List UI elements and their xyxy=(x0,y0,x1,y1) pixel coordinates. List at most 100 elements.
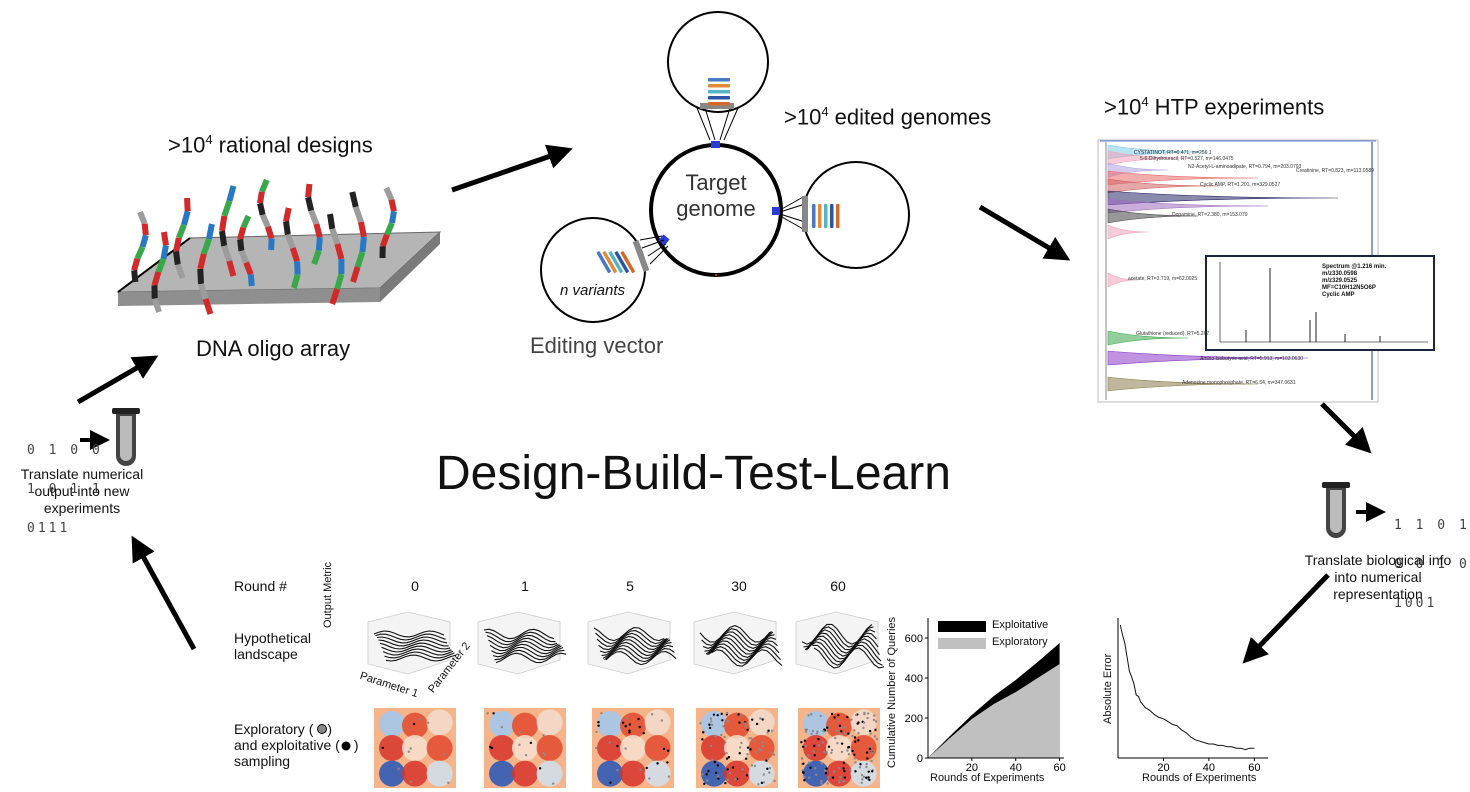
landscape-mesh-line xyxy=(375,633,446,641)
edited-genome-plasmid-right xyxy=(779,161,910,269)
binary-line: 1 0 1 1 xyxy=(27,482,103,497)
oligo-segment xyxy=(358,221,367,238)
exploratory-sample-point xyxy=(858,766,862,769)
peak-label: Amino-isobutyric acid, RT=5.913, m=103.0… xyxy=(1200,356,1304,362)
heatmap-blob xyxy=(701,711,728,737)
oligo-segment xyxy=(311,249,322,265)
exploratory-sample-point xyxy=(844,732,847,735)
row-label-line: Hypothetical xyxy=(234,630,312,646)
hypothetical-landscapes xyxy=(367,611,885,675)
y-tick-label: 400 xyxy=(905,673,923,685)
exploratory-sample-point xyxy=(753,740,756,743)
exploratory-sample-point xyxy=(652,758,655,762)
oligo-segment xyxy=(174,263,186,280)
exploratory-sample-point xyxy=(860,781,863,785)
exploitative-sample-point xyxy=(843,776,847,779)
heatmap-blob xyxy=(379,735,406,761)
oligo-segment xyxy=(137,210,148,225)
exploratory-sample-point xyxy=(616,768,619,772)
exploitative-sample-point xyxy=(731,766,735,769)
spectrum-line: m/z330.0598 xyxy=(1322,271,1358,277)
x-tick-label: 40 xyxy=(1203,762,1215,774)
exploratory-sample-point xyxy=(862,775,866,779)
peak-label: 5-6-Dihydrouracil, RT=0.527, m=146.0475 xyxy=(1140,156,1234,162)
heatmap-blob xyxy=(826,735,852,761)
landscape-mesh-line xyxy=(379,642,451,650)
exploitative-sample-point xyxy=(802,762,805,765)
absolute-error-chart: 20 40 60 xyxy=(1117,618,1268,774)
oligo-segment xyxy=(219,230,228,247)
test-caption: >104 HTP experiments xyxy=(1104,94,1325,120)
exploratory-sample-point xyxy=(822,741,825,744)
cumulative-chart-xlabel: Rounds of Experiments xyxy=(930,772,1045,784)
exploratory-sample-point xyxy=(803,776,806,779)
exploratory-sample-point xyxy=(807,714,810,717)
oligo-segment xyxy=(226,260,237,277)
exploratory-sample-point xyxy=(595,730,598,734)
oligo-segment xyxy=(139,234,149,248)
exploratory-sample-point xyxy=(800,757,804,760)
heatmap-blob xyxy=(850,735,877,761)
heatmap-blob xyxy=(597,760,624,787)
exploratory-sample-point xyxy=(830,751,833,755)
landscape-mesh-line xyxy=(488,637,559,649)
peak-label: Creatinine, RT=0.823, m=113.0589 xyxy=(1296,168,1374,174)
exploratory-sample-point xyxy=(865,765,868,769)
exploitative-sample-point xyxy=(870,770,874,773)
landscape-mesh-line xyxy=(492,646,564,658)
binary-line: 0 1 0 0 xyxy=(27,443,103,458)
exploratory-sample-point xyxy=(716,775,720,778)
exploratory-sample-point xyxy=(723,735,726,739)
exploitative-sample-point xyxy=(744,757,748,760)
variant-bar xyxy=(708,78,730,82)
exploitative-sample-point xyxy=(833,716,836,719)
exploratory-sample-point xyxy=(854,761,857,764)
round-number: 30 xyxy=(731,578,747,594)
exploitative-sample-point xyxy=(721,719,724,722)
heatmap-blob xyxy=(536,735,563,761)
variant-bar xyxy=(602,251,617,274)
exploitative-sample-point xyxy=(859,762,862,766)
oligo-segment xyxy=(131,257,141,272)
chromatogram-peak xyxy=(1107,330,1189,346)
variant-bars xyxy=(596,78,840,274)
exploratory-sample-point xyxy=(834,736,837,740)
heatmap-blob xyxy=(489,711,516,737)
exploratory-sample-point xyxy=(820,782,823,785)
exploratory-sample-point xyxy=(542,734,545,737)
exploratory-sample-point xyxy=(805,728,809,731)
landscape-mesh-line xyxy=(599,639,671,654)
arrow-design-to-build xyxy=(451,144,573,193)
exploratory-sample-point xyxy=(442,753,445,756)
exploitative-sample-point xyxy=(867,776,870,779)
caption-line: into numerical xyxy=(1334,569,1422,585)
exploratory-sample-point xyxy=(734,777,737,781)
exploitative-sample-point xyxy=(637,717,640,721)
exploratory-sample-point xyxy=(722,725,725,728)
exploitative-sample-point xyxy=(492,712,495,715)
exploratory-sample-point xyxy=(837,781,841,784)
exploratory-sample-point xyxy=(648,777,651,780)
exploratory-sample-point xyxy=(759,749,763,752)
exploitative-sample-point xyxy=(824,771,828,775)
exploitative-sample-point xyxy=(716,764,720,767)
oligo-segment xyxy=(265,225,275,240)
exploratory-sample-point xyxy=(744,722,747,725)
exploitative-sample-point xyxy=(727,755,731,759)
oligo-segment xyxy=(176,223,187,240)
variant-bar xyxy=(836,204,840,228)
heatmap-blob xyxy=(402,712,428,739)
oligo-segment xyxy=(329,288,341,305)
exploitative-sample-point xyxy=(597,724,600,727)
exploratory-sample-point xyxy=(822,750,826,754)
exploratory-sample-point xyxy=(853,757,856,760)
heatmap-blob xyxy=(701,735,728,761)
exploratory-sample-point xyxy=(772,753,776,756)
exploratory-sample-point xyxy=(714,734,717,738)
exploitative-sample-point xyxy=(621,721,625,724)
design-caption: >104 rational designs xyxy=(168,132,373,158)
oligo-segment xyxy=(350,266,361,283)
exploitative-sample-point xyxy=(628,729,631,732)
exploitative-sample-point xyxy=(760,781,764,785)
exploratory-sample-point xyxy=(762,781,766,784)
